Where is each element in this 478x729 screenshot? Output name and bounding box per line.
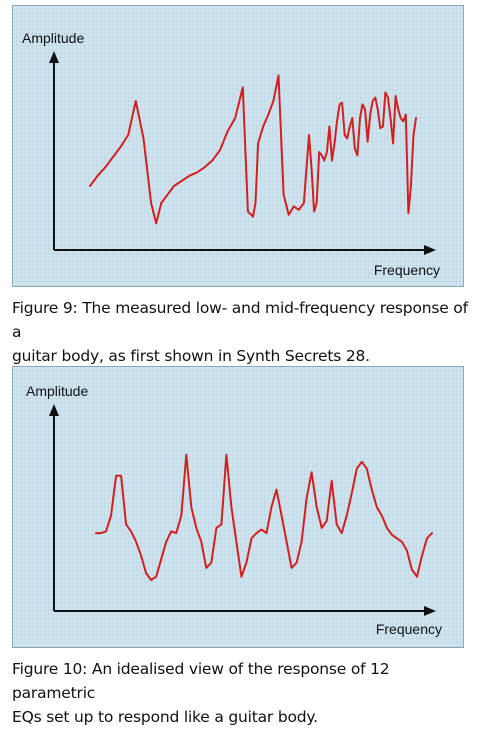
figure-10-plot: Amplitude Frequency bbox=[12, 366, 464, 648]
figure-9-caption: Figure 9: The measured low- and mid-freq… bbox=[12, 296, 470, 368]
y-axis-label: Amplitude bbox=[26, 383, 88, 399]
x-axis-arrowhead bbox=[424, 606, 436, 616]
figure-10-caption-line-2: EQs set up to respond like a guitar body… bbox=[12, 708, 318, 726]
response-curve-line bbox=[89, 74, 417, 225]
axes bbox=[49, 51, 436, 255]
axes bbox=[49, 404, 436, 616]
y-axis-arrowhead bbox=[49, 51, 59, 63]
figure-10-caption: Figure 10: An idealised view of the resp… bbox=[12, 657, 470, 729]
figure-9-caption-line-1: Figure 9: The measured low- and mid-freq… bbox=[12, 299, 468, 341]
plot-background bbox=[12, 5, 464, 287]
y-axis-arrowhead bbox=[49, 404, 59, 416]
figure-9-chart: Amplitude Frequency bbox=[12, 5, 464, 287]
figure-10-caption-line-1: Figure 10: An idealised view of the resp… bbox=[12, 660, 390, 702]
x-axis-arrowhead bbox=[424, 245, 436, 255]
y-axis-label: Amplitude bbox=[22, 30, 84, 46]
figure-9-caption-line-2: guitar body, as first shown in Synth Sec… bbox=[12, 347, 370, 365]
response-curve-line bbox=[95, 453, 433, 582]
x-axis-label: Frequency bbox=[376, 621, 442, 637]
plot-background bbox=[12, 366, 464, 648]
x-axis-label: Frequency bbox=[374, 262, 440, 278]
response-curve-group bbox=[89, 74, 417, 225]
figure-9-plot: Amplitude Frequency bbox=[12, 5, 464, 287]
figure-10-chart: Amplitude Frequency bbox=[12, 366, 464, 648]
response-curve-group bbox=[95, 453, 433, 582]
